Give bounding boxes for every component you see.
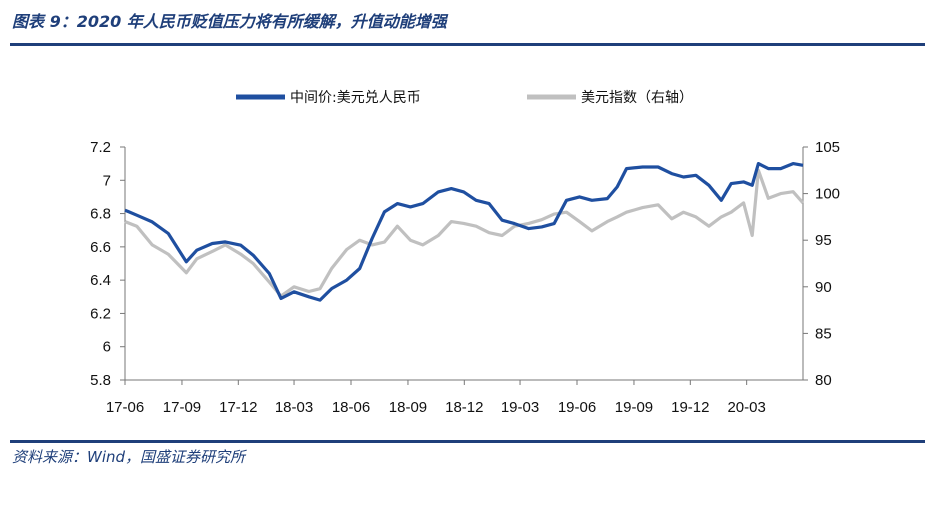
legend-label-dxy: 美元指数（右轴） (581, 90, 693, 106)
right-tick-label: 90 (815, 279, 832, 296)
left-tick-label: 5.8 (90, 372, 111, 389)
left-tick-label: 6.2 (90, 305, 111, 322)
x-tick-label: 19-06 (558, 399, 596, 416)
series-line-dxy (124, 168, 805, 298)
legend: 中间价:美元兑人民币 美元指数（右轴） (236, 90, 693, 106)
top-rule (10, 43, 925, 46)
left-tick-label: 6 (103, 339, 111, 356)
right-tick-label: 100 (815, 186, 840, 203)
tick-labels: 5.8 6 6.2 6.4 6.6 6.8 7 7.2 80 85 90 95 100 105 17-06 1… (90, 139, 840, 416)
x-tick-label: 18-09 (389, 399, 427, 416)
x-tick-label: 17-06 (106, 399, 144, 416)
series-line-cny (124, 162, 804, 302)
chart-title: 图表 9：2020 年人民币贬值压力将有所缓解，升值动能增强 (12, 12, 447, 31)
x-tick-label: 18-06 (332, 399, 370, 416)
left-tick-label: 6.4 (90, 272, 111, 289)
legend-label-cny: 中间价:美元兑人民币 (290, 90, 421, 106)
right-tick-label: 105 (815, 139, 840, 156)
right-tick-label: 80 (815, 372, 832, 389)
axes (120, 146, 808, 385)
left-tick-label: 7 (103, 172, 111, 189)
right-tick-label: 85 (815, 325, 832, 342)
series-lines (124, 162, 805, 302)
x-tick-label: 19-09 (615, 399, 653, 416)
right-tick-label: 95 (815, 232, 832, 249)
left-tick-label: 7.2 (90, 139, 111, 156)
x-tick-label: 18-03 (275, 399, 313, 416)
x-tick-label: 19-03 (501, 399, 539, 416)
left-tick-label: 6.8 (90, 206, 111, 223)
left-tick-label: 6.6 (90, 239, 111, 256)
source-note: 资料来源：Wind，国盛证券研究所 (12, 448, 246, 466)
bottom-rule (10, 440, 925, 443)
x-tick-label: 19-12 (671, 399, 709, 416)
x-tick-label: 17-09 (163, 399, 201, 416)
x-tick-label: 17-12 (219, 399, 257, 416)
x-tick-label: 20-03 (727, 399, 765, 416)
x-tick-label: 18-12 (445, 399, 483, 416)
